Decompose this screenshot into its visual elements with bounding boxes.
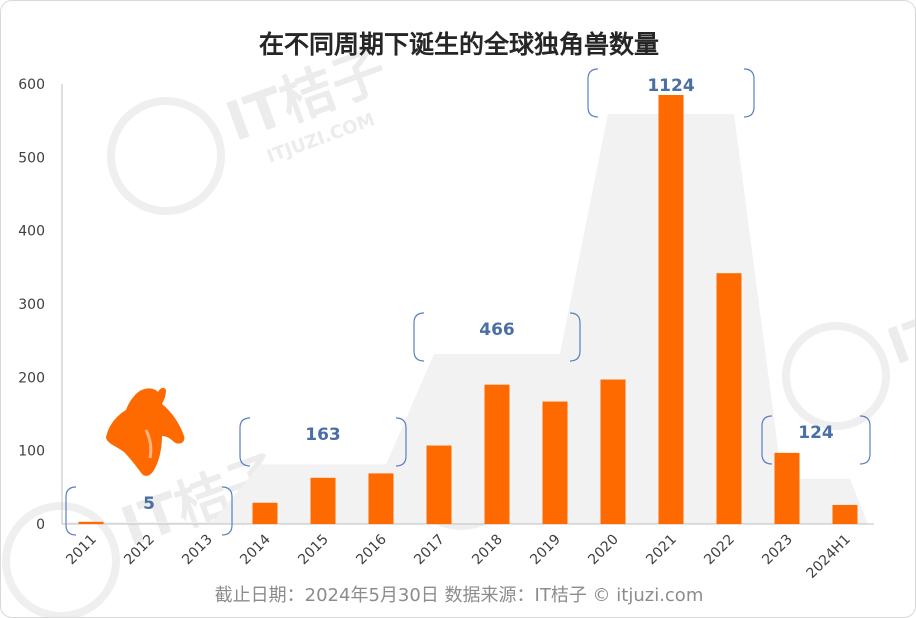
period-bracket: 124 (761, 415, 871, 465)
y-tick-label: 500 (18, 150, 45, 166)
bracket-right (743, 68, 755, 118)
chart-title: 在不同周期下诞生的全球独角兽数量 (258, 30, 659, 59)
bar-layer (78, 95, 858, 524)
x-tick-label: 2022 (701, 532, 738, 569)
bracket-right (395, 417, 407, 467)
x-tick-label: 2020 (585, 532, 622, 569)
bracket-left (413, 312, 425, 362)
y-tick-label: 600 (18, 77, 45, 93)
bar-2018 (484, 384, 510, 524)
period-total-label: 124 (798, 423, 834, 443)
x-tick-label: 2024H1 (804, 532, 854, 582)
bar-2024H1 (832, 504, 858, 524)
bar-2022 (716, 273, 742, 524)
footer-source: 截止日期：2024年5月30日 数据来源：IT桔子 © itjuzi.com (214, 585, 704, 606)
x-tick-label: 2011 (63, 532, 100, 569)
bar-2016 (368, 473, 394, 524)
watermark-layer: IT桔子 ITJUZI.COM IT桔子 IT桔子 IT桔子 (2, 38, 915, 617)
bracket-left (239, 417, 251, 467)
y-tick-label: 100 (18, 444, 45, 460)
period-bracket: 1124 (587, 68, 755, 118)
bar-2015 (310, 477, 336, 524)
period-bracket: 5 (65, 486, 233, 536)
x-tick-label: 2023 (759, 532, 796, 569)
bracket-left (587, 68, 599, 118)
bar-2019 (542, 401, 568, 524)
x-tick-label: 2019 (527, 532, 564, 569)
bar-2023 (774, 452, 800, 524)
period-background-shape (68, 114, 868, 524)
horse-logo-icon (106, 387, 185, 476)
bar-2011 (78, 521, 104, 524)
period-total-label: 1124 (647, 76, 694, 96)
watermark-right: IT桔子 (782, 269, 915, 430)
bracket-left (761, 415, 773, 465)
period-bracket: 466 (413, 312, 581, 362)
bar-2020 (600, 379, 626, 524)
period-total-label: 163 (305, 425, 341, 445)
period-label-layer: 5 163 466 1124 124 (65, 68, 871, 536)
x-tick-label: 2014 (237, 531, 274, 568)
y-tick-label: 300 (18, 297, 45, 313)
y-tick-label: 400 (18, 224, 45, 240)
bar-2021 (658, 95, 684, 524)
x-tick-label: 2017 (411, 532, 448, 569)
y-tick-label: 0 (36, 517, 45, 533)
x-tick-label: 2015 (295, 532, 332, 569)
bar-2014 (252, 502, 278, 524)
period-total-label: 466 (479, 320, 515, 340)
y-tick-label: 200 (18, 370, 45, 386)
x-tick-label: 2021 (643, 532, 680, 569)
bracket-left (65, 486, 77, 536)
period-total-label: 5 (143, 494, 155, 514)
period-bracket: 163 (239, 417, 407, 467)
x-tick-label: 2018 (469, 532, 506, 569)
y-tick-layer: 0 100 200 300 400 500 600 (18, 77, 45, 533)
x-tick-label: 2016 (353, 531, 390, 568)
bracket-right (859, 415, 871, 465)
bar-2017 (426, 445, 452, 524)
period-background-layer (68, 114, 868, 524)
bracket-right (569, 312, 581, 362)
bracket-right (221, 486, 233, 536)
